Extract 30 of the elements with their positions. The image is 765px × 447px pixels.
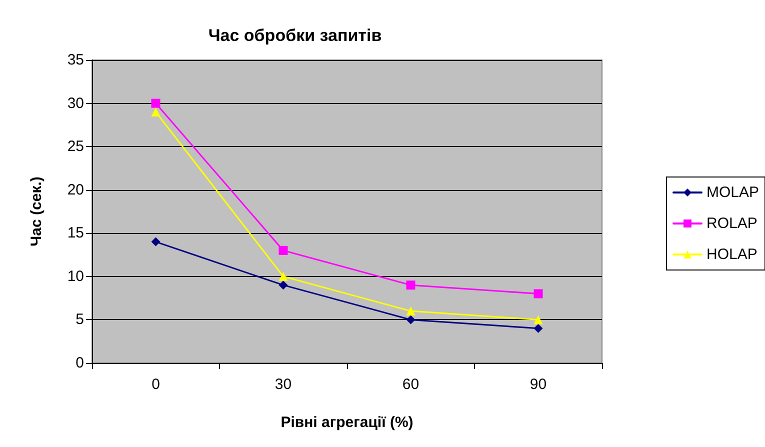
point (278, 280, 288, 290)
point (151, 107, 160, 116)
point (406, 315, 416, 324)
point (278, 272, 288, 281)
y-tick-label: 35 (67, 52, 84, 68)
y-tick-label: 25 (67, 138, 84, 156)
x-axis-title: Рівні агрегації (%) (280, 414, 414, 431)
legend-label: HOLAP (706, 246, 758, 263)
point (278, 246, 288, 255)
point (534, 315, 543, 324)
y-tick-label: 20 (67, 181, 84, 198)
point (534, 324, 543, 333)
y-axis-title: Час (сек.) (28, 176, 45, 246)
chart-title: Час обробки запитів (208, 26, 382, 45)
legend-label: MOLAP (706, 184, 759, 201)
point (406, 280, 416, 290)
legend-label: ROLAP (706, 215, 758, 232)
x-tick-label: 60 (402, 376, 420, 393)
point (151, 98, 160, 108)
y-tick-label: 5 (76, 311, 84, 328)
x-tick-label: 0 (152, 376, 160, 393)
point (534, 289, 543, 298)
x-tick-label: 90 (530, 376, 547, 393)
y-tick-label: 15 (67, 224, 84, 242)
point (151, 237, 160, 246)
x-tick-label: 30 (274, 376, 292, 393)
y-tick-label: 0 (76, 354, 84, 372)
point (406, 306, 416, 316)
y-tick-label: 10 (67, 268, 84, 285)
y-tick-label: 30 (67, 94, 84, 112)
